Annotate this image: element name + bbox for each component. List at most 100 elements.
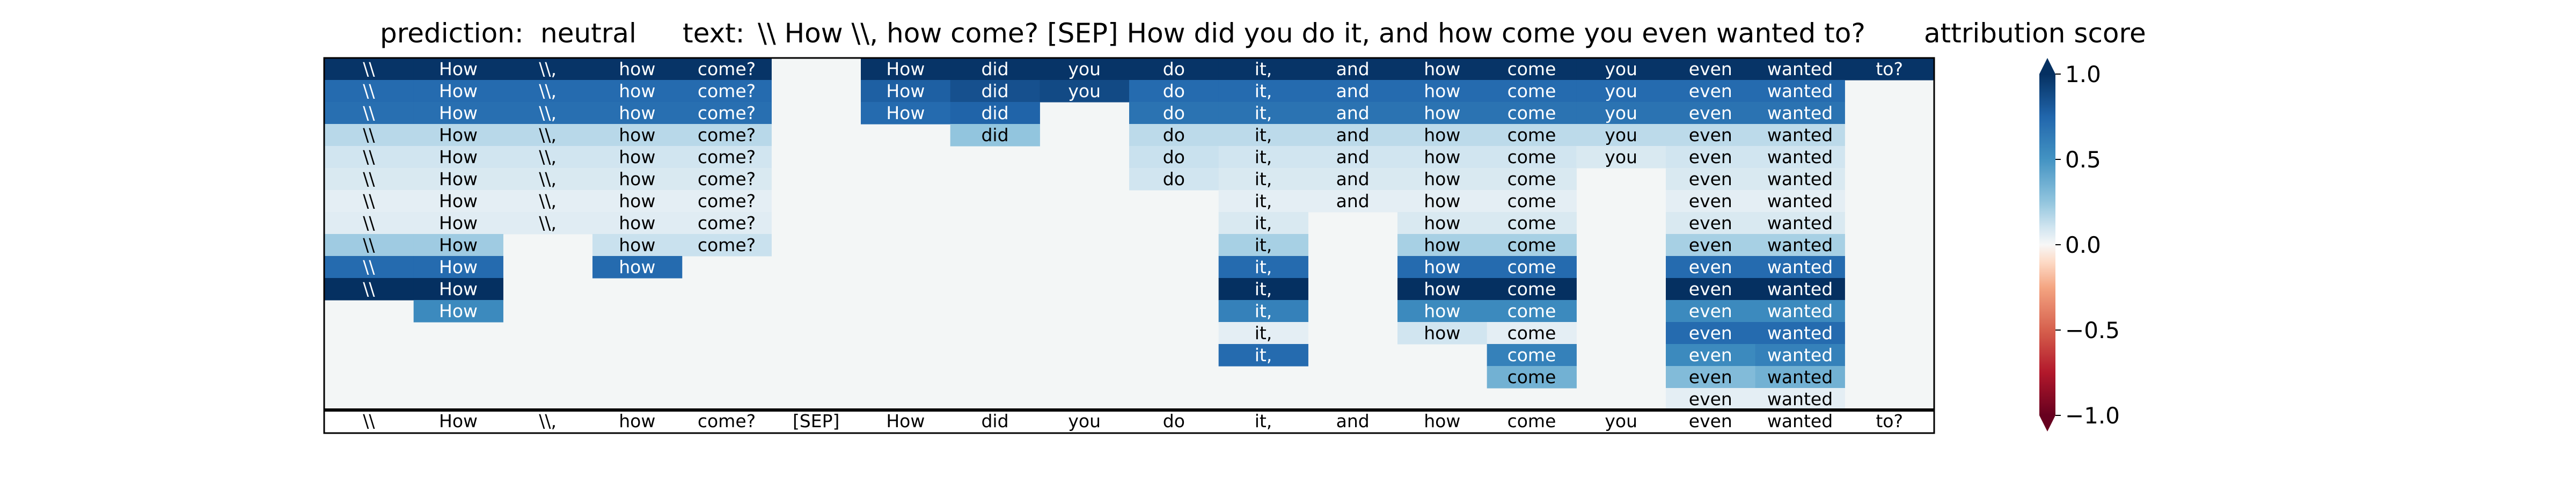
heatmap-cell [682,124,772,147]
colorbar-tick-label: −1.0 [2065,402,2120,429]
token-tick-label: you [1068,411,1101,431]
cell-token-label: how [1424,235,1460,255]
heatmap-cell [1755,168,1845,191]
heatmap-cell [1397,102,1488,125]
heatmap-cell [503,212,593,235]
cell-token-label: did [981,58,1008,79]
heatmap-cell [1397,58,1488,80]
heatmap-cell [324,146,414,169]
cell-token-label: you [1605,103,1637,123]
cell-token-label: wanted [1767,125,1833,145]
cell-token-label: you [1605,147,1637,167]
heatmap-cell [1487,102,1577,125]
token-tick-label: how [619,411,655,431]
heatmap-cell [1397,190,1488,213]
cell-token-label: How [886,80,925,101]
cell-token-label: it, [1255,147,1272,167]
cell-token-label: even [1689,345,1732,365]
heatmap-cell [1755,278,1845,301]
heatmap-cell [950,102,1040,125]
heatmap-cell [1308,168,1398,191]
cell-token-label: how [619,191,655,211]
cell-token-label: wanted [1767,147,1833,167]
colorbar-bottom-extension [2039,415,2055,431]
cell-token-label: come [1507,125,1556,145]
cell-token-label: how [619,235,655,255]
heatmap-cell [592,168,683,191]
cell-token-label: How [439,279,478,299]
heatmap-cell [1487,190,1577,213]
token-tick-label: \\, [539,411,557,431]
cell-token-label: you [1605,58,1637,79]
heatmap-cell [1666,102,1756,125]
cell-token-label: it, [1255,301,1272,321]
heatmap-cell [1666,300,1756,323]
heatmap-cell [324,58,414,80]
cell-token-label: how [1424,103,1460,123]
heatmap-cell [1666,366,1756,389]
cell-token-label: how [619,58,655,79]
heatmap-cell [1218,190,1308,213]
heatmap-cell [413,146,503,169]
cell-token-label: \\ [363,103,375,123]
token-tick-label: it, [1255,411,1272,431]
heatmap-cell [1666,190,1756,213]
heatmap-cell [413,234,503,257]
heatmap-cell [1218,256,1308,279]
cell-token-label: do [1163,169,1185,189]
heatmap-cell [1487,322,1577,345]
heatmap-cell [413,58,503,80]
cell-token-label: how [619,169,655,189]
heatmap-cell [1129,58,1219,80]
cell-token-label: come [1507,58,1556,79]
cell-token-label: it, [1255,345,1272,365]
cell-token-label: wanted [1767,301,1833,321]
heatmap-cell [682,168,772,191]
cell-token-label: \\, [539,147,557,167]
heatmap-cell [1129,124,1219,147]
cell-token-label: wanted [1767,58,1833,79]
cell-token-label: even [1689,323,1732,343]
heatmap-cell [682,190,772,213]
heatmap-cell [1218,58,1308,80]
cell-token-label: \\ [363,169,375,189]
heatmap-cell [324,124,414,147]
heatmap-cell [682,212,772,235]
cell-token-label: did [981,80,1008,101]
cell-token-label: it, [1255,80,1272,101]
cell-token-label: even [1689,389,1732,409]
cell-token-label: how [1424,169,1460,189]
cell-token-label: it, [1255,191,1272,211]
heatmap-cell [592,146,683,169]
heatmap-cell [324,256,414,279]
cell-token-label: come [1507,301,1556,321]
cell-token-label: wanted [1767,389,1833,409]
heatmap-cell [1487,300,1577,323]
cell-token-label: even [1689,191,1732,211]
heatmap-cell [1218,278,1308,301]
cell-token-label: How [439,235,478,255]
heatmap-cell [861,80,951,103]
heatmap-cell [1666,168,1756,191]
cell-token-label: come [1507,367,1556,387]
heatmap-cell [1755,80,1845,103]
heatmap-cell [413,278,503,301]
heatmap-cell [1487,234,1577,257]
prediction-label: prediction: [380,18,524,49]
colorbar-title: attribution score [1924,18,2146,49]
cell-token-label: even [1689,169,1732,189]
heatmap-cell [503,190,593,213]
colorbar-tick-label: 1.0 [2065,61,2101,87]
cell-token-label: How [439,80,478,101]
heatmap-cell [1397,168,1488,191]
cell-token-label: it, [1255,257,1272,277]
cell-token-label: you [1068,58,1101,79]
cell-token-label: come [1507,257,1556,277]
heatmap-cell [682,80,772,103]
cell-token-label: \\, [539,103,557,123]
cell-token-label: do [1163,80,1185,101]
heatmap-cell [1129,102,1219,125]
cell-token-label: How [439,58,478,79]
cell-token-label: How [439,103,478,123]
heatmap-cell [1666,234,1756,257]
